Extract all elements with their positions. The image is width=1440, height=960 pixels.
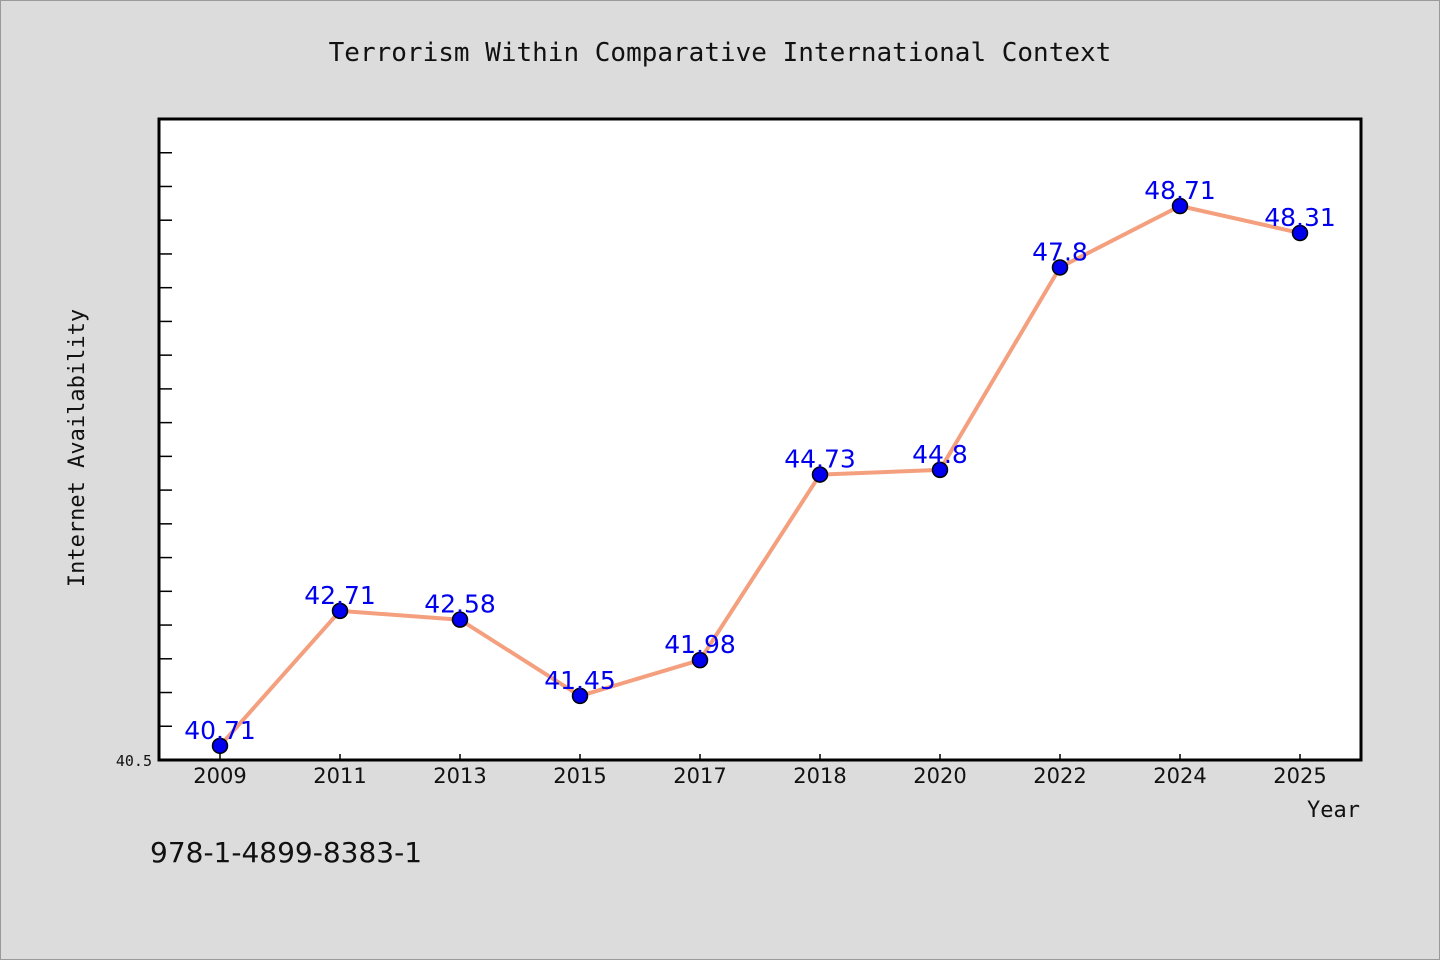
data-point [571,687,589,705]
x-tick-label: 2013 [433,764,486,788]
y-axis-title: Internet Availability [65,309,90,587]
data-point [331,602,349,620]
data-label: 47.8 [1032,237,1088,266]
data-point [1291,224,1309,242]
chart-title: Terrorism Within Comparative Internation… [329,38,1112,68]
data-label: 41.45 [544,666,616,695]
data-label: 44.73 [784,445,856,474]
x-tick-label: 2015 [553,764,606,788]
series-markers [211,197,1309,755]
data-label: 42.58 [424,590,496,619]
data-point [931,461,949,479]
x-tick-label: 2022 [1033,764,1086,788]
x-tick-label: 2020 [913,764,966,788]
data-point [1171,197,1189,215]
plot-area [159,119,1361,760]
data-point [451,611,469,628]
plot-border [157,117,1363,762]
x-tick-label: 2024 [1153,764,1206,788]
data-point [691,651,709,669]
x-tick-label: 2011 [313,764,366,788]
series-line [218,204,1302,748]
x-tick-label: 2009 [193,764,246,788]
x-tick-label: 2025 [1273,764,1326,788]
data-label: 40.71 [184,716,256,745]
data-label: 44.8 [912,440,968,469]
data-point [1051,259,1069,276]
data-labels: 40.71 42.71 42.58 41.45 41.98 44.73 44.8 47.8 48… [184,176,1336,745]
data-label: 41.98 [664,630,736,659]
data-point [811,466,829,483]
footer-isbn: 978-1-4899-8383-1 [150,836,422,869]
data-label: 42.71 [304,581,376,610]
data-label: 48.71 [1144,176,1216,205]
x-tick-label: 2018 [793,764,846,788]
x-tick-label: 2017 [673,764,726,788]
y-tick-label: 40.5 [116,752,152,770]
x-axis-tick-labels: 2009 2011 2013 2015 2017 2018 2020 2022 2024 2025 [193,764,1326,788]
x-axis-title: Year [1307,798,1360,823]
data-label: 48.31 [1264,203,1336,232]
data-point [211,737,229,755]
